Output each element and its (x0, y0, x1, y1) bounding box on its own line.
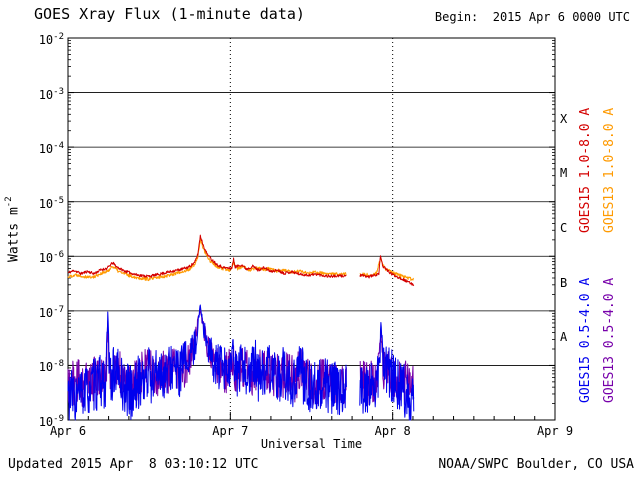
y-tick-label: 10-6 (38, 250, 64, 266)
x-tick-label: Apr 8 (374, 424, 411, 438)
y-axis-title: Watts m-2 (4, 134, 21, 324)
goes-series-label: GOES15 1.0-8.0 A (578, 107, 593, 234)
flare-class-label: X (560, 111, 568, 126)
credit-text: NOAA/SWPC Boulder, CO USA (438, 457, 634, 472)
y-tick-label: 10-7 (38, 304, 64, 320)
plot-border (67, 37, 556, 421)
x-tick-label: Apr 6 (49, 424, 87, 438)
x-tick-label: Apr 9 (536, 424, 574, 438)
series-goes15-long (67, 234, 415, 287)
begin-timestamp: Begin: 2015 Apr 6 0000 UTC (434, 10, 630, 24)
series-goes15-short (67, 304, 415, 421)
x-tick-label: Apr 7 (212, 424, 249, 438)
updated-timestamp: Updated 2015 Apr 8 03:10:12 UTC (8, 457, 259, 472)
y-tick-label: 10-2 (38, 32, 64, 47)
y-axis-title-exponent: -2 (4, 196, 14, 208)
goes-series-label: GOES13 0.5-4.0 A (602, 277, 617, 404)
y-tick-label: 10-4 (38, 141, 64, 157)
goes-series-label: GOES15 0.5-4.0 A (578, 277, 593, 404)
y-tick-label: 10-5 (38, 195, 64, 211)
flare-class-label: B (560, 275, 568, 290)
flare-class-label: A (560, 330, 568, 345)
x-axis-title: Universal Time (260, 437, 363, 451)
y-tick-label: 10-8 (38, 359, 64, 375)
y-tick-label: 10-3 (38, 86, 64, 102)
chart-title: GOES Xray Flux (1-minute data) (34, 5, 305, 23)
flare-class-label: M (560, 166, 568, 181)
goes-series-label: GOES13 1.0-8.0 A (602, 107, 617, 234)
y-tick-label: 10-9 (38, 414, 64, 429)
flare-class-label: C (560, 221, 568, 235)
